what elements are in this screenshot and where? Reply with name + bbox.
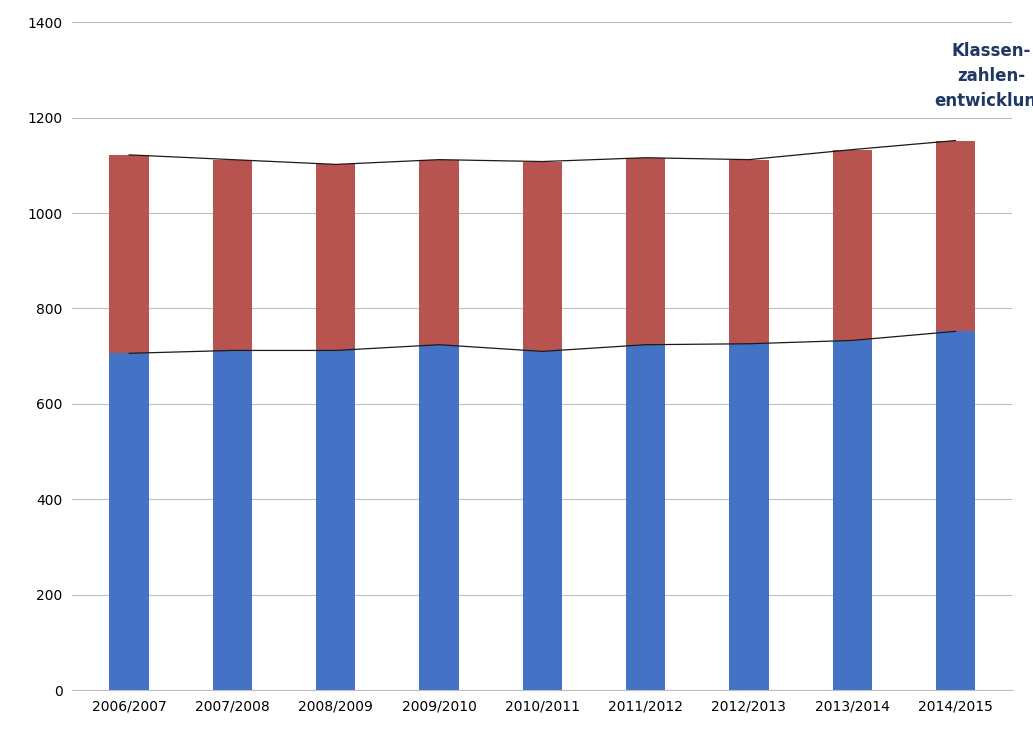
Bar: [729, 344, 769, 690]
Bar: [833, 341, 872, 690]
Bar: [626, 345, 665, 690]
Bar: [936, 332, 975, 690]
Bar: [729, 160, 769, 344]
Bar: [419, 160, 459, 345]
Bar: [833, 150, 872, 341]
Text: Klassen-
zahlen-
entwicklung: Klassen- zahlen- entwicklung: [935, 42, 1033, 111]
Bar: [936, 140, 975, 332]
Bar: [213, 160, 252, 350]
Bar: [109, 155, 149, 353]
Bar: [213, 350, 252, 690]
Bar: [109, 353, 149, 690]
Bar: [523, 352, 562, 690]
Bar: [419, 345, 459, 690]
Bar: [626, 158, 665, 345]
Bar: [523, 162, 562, 352]
Bar: [316, 350, 355, 690]
Bar: [316, 165, 355, 350]
